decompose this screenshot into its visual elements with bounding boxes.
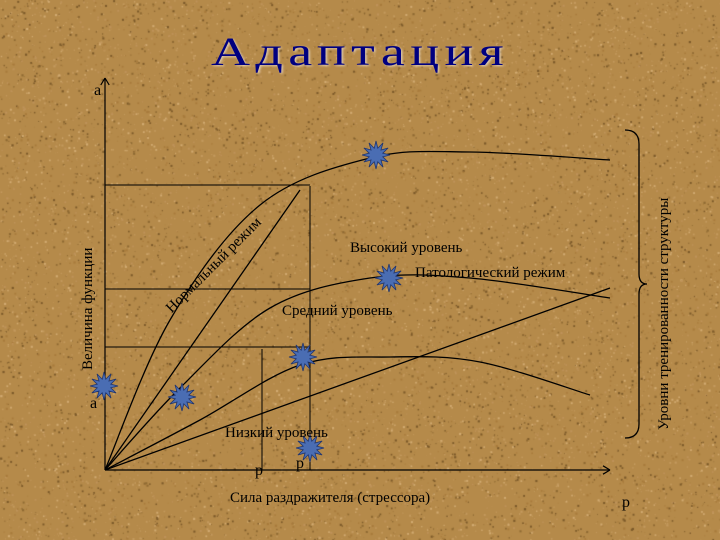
chart-title: Адаптация [158, 28, 563, 75]
right-axis-label: Уровни тренированности структуры [656, 198, 673, 430]
level-label-1: Патологический режим [415, 265, 565, 282]
chart-svg [0, 0, 720, 540]
x-axis-label: Сила раздражителя (стрессора) [230, 490, 430, 507]
level-label-3: Низкий уровень [225, 425, 328, 442]
p-marker-1: р [255, 462, 263, 480]
level-label-0: Высокий уровень [350, 240, 462, 257]
y-axis-letter: а [94, 82, 101, 100]
p-marker-2: р [296, 455, 304, 473]
a-marker: а [90, 395, 97, 413]
x-axis-letter: р [622, 494, 630, 512]
y-axis-label: Величина функции [80, 248, 97, 370]
level-label-2: Средний уровень [282, 303, 392, 320]
